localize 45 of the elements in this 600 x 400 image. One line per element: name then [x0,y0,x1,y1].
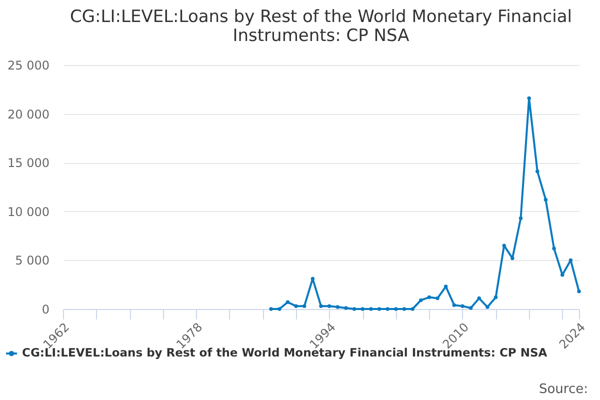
point [552,246,556,250]
point [402,307,406,311]
y-tick-label: 15 000 [8,156,50,170]
point [568,258,573,262]
point [286,300,290,304]
point [336,305,340,309]
point [352,307,356,311]
point [468,306,473,310]
point [419,298,423,302]
point [360,307,364,311]
point [494,295,498,300]
y-tick-label: 0 [42,302,50,316]
point [427,295,432,300]
point [518,216,523,220]
point [477,296,481,300]
point [486,305,490,309]
point [502,244,506,248]
point [269,307,273,311]
y-tick-label: 25 000 [8,58,50,72]
point [319,304,323,308]
y-tick-label: 10 000 [8,204,50,219]
chart-title: CG:LI:LEVEL:Loans by Rest of the World Monetary Financial Instruments: CP NSA [70,7,572,46]
source-note: Source: [538,382,588,397]
point [544,198,548,202]
point [444,284,448,288]
point [294,304,298,308]
point [278,307,282,311]
point [394,307,398,311]
point [510,256,514,260]
point [436,296,440,300]
point [527,96,531,100]
y-tick-label: 20 000 [8,107,50,122]
point [369,307,373,311]
point [377,307,382,311]
point [327,304,332,308]
point [536,170,540,174]
point [302,304,306,308]
point [460,304,464,308]
point [452,303,456,307]
point [410,307,414,311]
y-tick-label: 5 000 [15,254,50,268]
point [344,306,348,310]
point [386,307,390,311]
point [577,290,581,294]
point [310,276,315,281]
